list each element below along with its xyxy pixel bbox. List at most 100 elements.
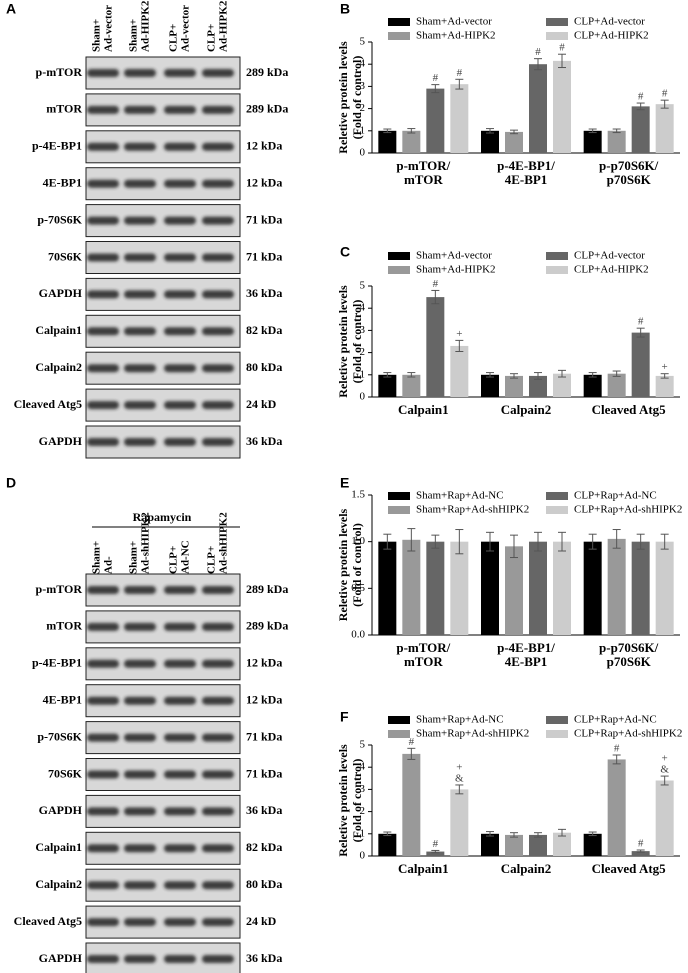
- bar: [426, 88, 445, 153]
- legend-label: CLP+Ad-vector: [574, 16, 645, 28]
- bar: [529, 64, 547, 153]
- error-bar: [534, 832, 542, 838]
- legend-swatch: [388, 266, 410, 274]
- band: [87, 438, 119, 446]
- size-label: 36 kDa: [246, 286, 282, 300]
- group-label: Rapamycin: [133, 510, 192, 524]
- band: [124, 770, 156, 779]
- band: [202, 770, 234, 779]
- legend-swatch: [546, 492, 568, 500]
- x-tick-label: Calpain1: [398, 861, 449, 876]
- lane-label: Ad-HIPK2: [140, 0, 152, 52]
- significance-mark: #: [433, 72, 439, 84]
- row-label: 70S6K: [48, 249, 83, 263]
- band: [87, 253, 119, 262]
- band: [202, 918, 234, 927]
- lane-label: CLP+: [206, 546, 218, 574]
- legend-label: CLP+Ad-HIPK2: [574, 30, 649, 42]
- lane-label: Sham+: [91, 541, 103, 574]
- bar: [426, 297, 445, 397]
- y-tick-label: 0: [360, 391, 366, 403]
- band: [164, 364, 196, 373]
- bar: [583, 374, 602, 397]
- band: [164, 216, 196, 225]
- row-label: p-70S6K: [37, 729, 82, 743]
- row-label: GAPDH: [39, 803, 83, 817]
- error-bar: [431, 849, 440, 854]
- size-label: 12 kDa: [246, 139, 282, 153]
- band: [202, 622, 234, 631]
- band: [202, 327, 234, 336]
- legend-label: Sham+Ad-HIPK2: [416, 264, 496, 276]
- y-tick-label: 4: [360, 302, 366, 314]
- bar: [553, 541, 571, 635]
- band: [202, 216, 234, 225]
- band: [124, 586, 156, 594]
- band: [124, 401, 156, 410]
- band: [164, 881, 196, 890]
- lane-label: Ad-vector: [180, 5, 192, 52]
- bar: [631, 332, 650, 397]
- significance-mark: +: [662, 753, 668, 765]
- band: [87, 142, 119, 151]
- bar: [450, 84, 469, 153]
- y-tick-label: 2: [360, 102, 366, 114]
- band: [124, 733, 156, 742]
- band: [164, 401, 196, 410]
- legend-swatch: [388, 32, 410, 40]
- significance-mark: +: [662, 361, 668, 373]
- bar: [450, 345, 469, 397]
- panel-letter: D: [6, 475, 16, 491]
- error-bar: [660, 533, 669, 550]
- y-tick-label: 0: [360, 850, 366, 862]
- significance-mark: #: [559, 42, 565, 54]
- y-tick-label: 3: [360, 324, 366, 336]
- size-label: 289 kDa: [246, 102, 288, 116]
- legend-label: Sham+Rap+Ad-shHIPK2: [416, 728, 529, 740]
- error-bar: [510, 832, 518, 838]
- band: [124, 142, 156, 151]
- band: [87, 807, 119, 816]
- bar: [607, 130, 626, 153]
- bar: [450, 789, 469, 856]
- bar: [481, 130, 499, 153]
- error-bar: [407, 528, 416, 552]
- legend-swatch: [546, 730, 568, 738]
- row-label: 4E-BP1: [43, 175, 82, 189]
- error-bar: [558, 828, 566, 837]
- band: [87, 586, 119, 594]
- band: [124, 253, 156, 262]
- error-bar: [407, 128, 416, 134]
- band: [87, 327, 119, 336]
- significance-mark: #: [433, 278, 439, 290]
- y-tick-label: 1: [360, 124, 366, 136]
- lane-label: CLP+: [206, 24, 218, 52]
- bar: [583, 130, 602, 153]
- bar: [529, 834, 547, 856]
- bar: [631, 106, 650, 153]
- x-tick-label: 4E-BP1: [505, 654, 548, 669]
- y-tick-label: 3: [360, 783, 366, 795]
- band: [164, 696, 196, 705]
- band: [164, 733, 196, 742]
- band: [164, 142, 196, 151]
- panel-letter: C: [340, 244, 350, 260]
- error-bar: [588, 128, 597, 134]
- error-bar: [510, 129, 518, 135]
- band: [202, 733, 234, 742]
- bar: [378, 374, 397, 397]
- legend-swatch: [388, 506, 410, 514]
- bar: [426, 851, 445, 856]
- x-tick-label: p-4E-BP1/: [497, 640, 555, 655]
- x-tick-label: 4E-BP1: [505, 172, 548, 187]
- row-label: mTOR: [46, 102, 82, 116]
- band: [202, 438, 234, 446]
- x-tick-label: Cleaved Atg5: [592, 402, 667, 417]
- band: [202, 807, 234, 816]
- legend-swatch: [388, 716, 410, 724]
- y-axis-label: (Fold of control): [350, 759, 364, 843]
- band: [87, 105, 119, 114]
- y-tick-label: 1: [360, 368, 366, 380]
- x-tick-label: p-p70S6K/: [599, 158, 659, 173]
- y-tick-label: 5: [360, 739, 366, 751]
